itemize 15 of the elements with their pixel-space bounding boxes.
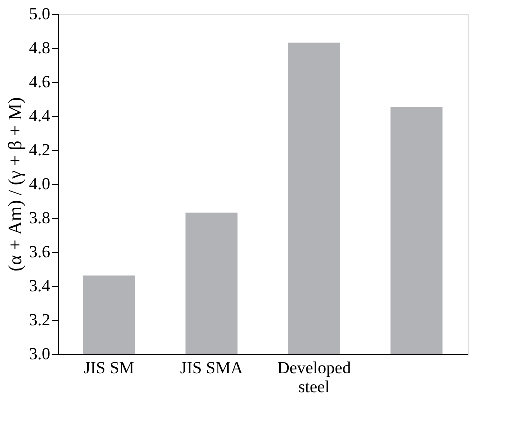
x-tick-label: Developed steel (277, 358, 352, 396)
y-tick-label: 3.6 (29, 242, 50, 262)
y-tick-label: 3.4 (29, 276, 51, 296)
y-tick-label: 5.0 (29, 4, 50, 24)
x-tick-label: JIS SM (84, 358, 135, 378)
y-tick-label: 4.8 (29, 38, 50, 58)
y-tick-label: 3.2 (29, 310, 50, 330)
x-tick-label: JIS SMA (180, 358, 244, 378)
y-tick-label: 3.0 (29, 344, 50, 364)
y-tick-label: 4.2 (29, 140, 50, 160)
y-axis-title: (α + Am) / (γ + β + M) (5, 97, 26, 272)
y-tick-label: 4.0 (29, 174, 50, 194)
y-tick-label: 4.6 (29, 72, 50, 92)
y-tick-label: 4.4 (29, 106, 51, 126)
y-tick-label: 3.8 (29, 208, 50, 228)
